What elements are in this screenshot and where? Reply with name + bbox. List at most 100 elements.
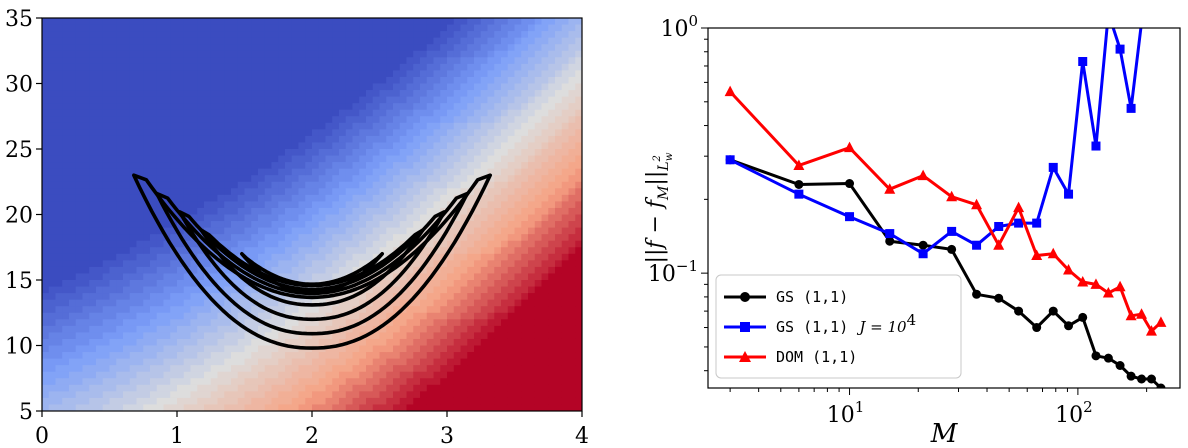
data-point: [794, 179, 804, 189]
y-label-sub-w: w: [664, 152, 675, 161]
data-point: [1155, 316, 1167, 327]
left-y-tick-label: 5: [19, 400, 33, 425]
series-group: [724, 9, 1167, 388]
data-point: [947, 244, 957, 254]
data-point: [993, 239, 1005, 250]
data-point: [1145, 325, 1157, 336]
legend-entry-gs: GS (1,1): [724, 288, 848, 306]
data-point: [1136, 308, 1148, 319]
left-x-tick-label: 1: [170, 424, 184, 448]
svg-text:GS (1,1) J = 104: GS (1,1) J = 104: [776, 311, 916, 336]
right-y-tick-label: 100: [660, 12, 698, 42]
data-point: [794, 189, 804, 199]
data-point: [994, 293, 1004, 303]
right-axes-frame: [707, 27, 1181, 389]
contour-level-1: [132, 173, 492, 350]
data-point: [994, 221, 1004, 231]
data-point: [1115, 361, 1125, 371]
legend-marker-circle: [740, 292, 750, 302]
data-point: [793, 159, 805, 170]
left-x-tick-label: 3: [440, 424, 454, 448]
data-point: [1126, 103, 1136, 113]
legend-entry-gs-j: GS (1,1) J = 104: [724, 311, 916, 336]
left-x-tick-label: 0: [35, 424, 49, 448]
svg-text:||f − fM||L2w: ||f − fM||L2w: [643, 152, 675, 263]
left-x-tick-label: 2: [305, 424, 319, 448]
data-point: [972, 240, 982, 250]
data-point: [1064, 321, 1074, 331]
legend-entry-dom: DOM (1,1): [724, 348, 857, 366]
data-point: [1114, 280, 1126, 292]
data-point: [1091, 141, 1101, 151]
data-point: [1064, 189, 1074, 199]
data-point: [844, 141, 856, 153]
data-point: [1103, 353, 1113, 363]
legend: GS (1,1) GS (1,1) J = 104 DOM (1,1): [715, 274, 962, 379]
data-point: [1102, 286, 1114, 298]
left-ticks: 0 1 2 3 4 5 10 15 20 25 30 35: [5, 7, 589, 448]
data-point: [885, 229, 895, 239]
legend-marker-square: [740, 322, 750, 332]
y-label-sub-sup: 2: [652, 155, 663, 162]
series-3: [724, 85, 1167, 336]
left-x-tick-label: 4: [575, 424, 589, 448]
svg-text:GS (1,1): GS (1,1): [776, 288, 848, 306]
legend-marker-triangle: [739, 351, 751, 362]
data-point: [1137, 18, 1146, 27]
data-point: [1078, 312, 1088, 322]
left-y-tick-label: 20: [5, 204, 33, 229]
data-point: [918, 249, 928, 259]
left-y-tick-label: 30: [5, 73, 33, 98]
y-label-main: ||f − f: [643, 196, 668, 263]
data-point: [1014, 306, 1024, 316]
data-point: [918, 240, 928, 250]
data-point: [1137, 374, 1147, 384]
data-point: [1077, 276, 1089, 287]
series-line: [729, 90, 1162, 333]
left-y-tick-label: 15: [5, 269, 33, 294]
data-point: [1063, 263, 1075, 275]
contour-level-2: [155, 191, 470, 336]
data-point: [1104, 9, 1113, 18]
data-point: [845, 212, 855, 222]
x-axis-label: M: [930, 419, 959, 448]
data-point: [1146, 374, 1156, 384]
data-point: [1048, 306, 1058, 316]
data-point: [724, 85, 736, 97]
data-point: [947, 226, 957, 236]
filled-contour-background: [42, 18, 582, 411]
data-point: [1032, 218, 1042, 228]
left-y-tick-label: 35: [5, 7, 33, 32]
data-point: [1125, 309, 1137, 321]
data-point: [1156, 383, 1166, 388]
data-point: [971, 198, 983, 210]
data-point: [1047, 247, 1059, 259]
contour-level-4: [199, 228, 425, 307]
data-point: [1032, 323, 1042, 333]
data-point: [885, 236, 895, 246]
data-point: [1014, 218, 1024, 228]
data-point: [884, 183, 896, 194]
density-contours: [132, 173, 492, 350]
data-point: [1048, 162, 1058, 172]
contour-level-5: [240, 252, 384, 294]
left-y-tick-label: 25: [5, 138, 33, 163]
left-y-tick-label: 10: [5, 335, 33, 360]
right-x-tick-label: 102: [1055, 398, 1093, 428]
data-point: [917, 169, 929, 181]
series-2: [725, 9, 1146, 259]
data-point: [725, 155, 735, 165]
y-label-sub-m: M: [656, 185, 672, 201]
data-point: [946, 190, 958, 202]
data-point: [972, 289, 982, 299]
contour-panel: 0 1 2 3 4 5 10 15 20 25 30 35: [5, 7, 589, 448]
data-point: [1031, 249, 1043, 261]
series-line: [729, 28, 1143, 256]
data-point: [845, 179, 855, 189]
y-label-sub-l: L: [656, 161, 672, 171]
data-point: [1091, 351, 1101, 361]
data-point: [1078, 57, 1088, 67]
y-label-close: ||: [643, 171, 668, 186]
